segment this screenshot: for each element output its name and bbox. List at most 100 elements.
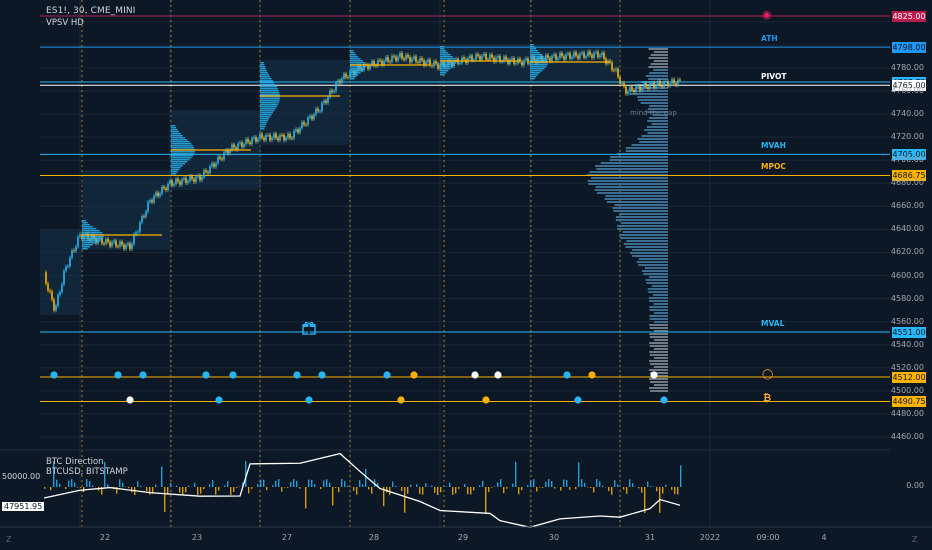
session-profile-bar	[82, 230, 100, 232]
level-label: MVAL	[761, 319, 784, 328]
direction-bar	[473, 487, 474, 490]
direction-bar	[308, 480, 309, 487]
direction-bar	[629, 479, 630, 487]
candle-body	[61, 284, 63, 292]
candle-body	[323, 101, 325, 103]
candle-body	[121, 242, 123, 245]
event-dot	[50, 371, 57, 378]
candle-body	[665, 81, 667, 82]
direction-bar	[491, 487, 492, 488]
volume-profile-bar	[638, 264, 668, 266]
direction-bar	[284, 487, 285, 488]
candle-body	[487, 60, 489, 61]
candle-body	[45, 272, 47, 283]
event-dot	[139, 371, 146, 378]
candle-body	[307, 117, 309, 124]
candle-body	[397, 57, 399, 61]
volume-profile-bar	[649, 360, 668, 362]
candle-body	[251, 138, 253, 144]
candle-body	[257, 139, 259, 142]
session-profile-bar	[260, 118, 269, 120]
candle-body	[391, 56, 393, 62]
direction-bar	[677, 487, 678, 495]
zoom-right-icon[interactable]: Z	[912, 535, 917, 544]
direction-bar	[89, 481, 90, 487]
session-profile-bar	[260, 94, 280, 96]
volume-profile-bar	[648, 66, 668, 68]
session-profile-bar	[260, 86, 277, 88]
candle-body	[625, 87, 627, 94]
direction-bar	[209, 484, 210, 487]
candle-body	[523, 60, 525, 65]
session-profile-bar	[171, 133, 181, 135]
candle-body	[105, 239, 107, 244]
session-profile-bar	[530, 56, 544, 58]
candle-body	[69, 258, 71, 267]
session-profile-bar	[260, 74, 269, 76]
direction-bar	[182, 487, 183, 495]
candle-body	[311, 116, 313, 119]
candle-body	[267, 135, 269, 136]
direction-bar	[344, 481, 345, 487]
session-profile-bar	[171, 165, 183, 167]
candle-body	[591, 55, 593, 58]
indicator-label[interactable]: VPSV HD	[46, 18, 84, 28]
direction-bar	[419, 487, 420, 494]
candle-body	[407, 55, 409, 57]
direction-bar	[215, 487, 216, 495]
candle-body	[559, 53, 561, 58]
candle-body	[647, 87, 649, 89]
candle-body	[411, 59, 413, 62]
direction-bar	[437, 487, 438, 495]
candle-body	[587, 51, 589, 56]
direction-bar	[386, 487, 387, 493]
direction-bar	[569, 487, 570, 490]
direction-bar	[488, 487, 489, 492]
direction-bar	[128, 487, 129, 488]
candle-body	[555, 54, 557, 59]
volume-profile-bar	[624, 243, 668, 245]
price-axis-label: 4460.00	[891, 432, 924, 441]
candle-body	[191, 176, 193, 179]
price-axis-label: 4580.00	[891, 294, 924, 303]
direction-bar	[341, 479, 342, 487]
volume-profile-bar	[649, 48, 668, 50]
candle-body	[643, 83, 645, 88]
candle-body	[385, 57, 387, 61]
candle-body	[563, 56, 565, 59]
volume-profile-bar	[637, 138, 668, 140]
candle-body	[649, 83, 651, 89]
direction-bar	[512, 484, 513, 487]
candle-body	[401, 53, 403, 58]
candle-body	[435, 61, 437, 63]
direction-bar	[272, 485, 273, 487]
gift-icon[interactable]	[302, 321, 316, 335]
candle-body	[75, 247, 77, 251]
candle-body	[585, 56, 587, 58]
session-profile-bar	[440, 58, 455, 60]
candle-body	[511, 58, 513, 60]
direction-bar	[59, 484, 60, 487]
candle-body	[437, 64, 439, 69]
candle-body	[333, 91, 335, 92]
session-profile-bar	[171, 151, 195, 153]
volume-profile-bar	[649, 57, 668, 59]
candle-body	[617, 69, 619, 77]
session-profile-bar	[350, 62, 365, 64]
volume-profile-bar	[643, 273, 668, 275]
symbol-title[interactable]: ES1!, 30, CME_MINI	[46, 6, 135, 16]
candle-body	[273, 134, 275, 138]
price-tag: 4551.00	[892, 327, 926, 338]
direction-bar	[68, 481, 69, 487]
candle-body	[135, 232, 137, 234]
zoom-left-icon[interactable]: Z	[6, 535, 11, 544]
direction-bar	[140, 486, 141, 487]
volume-profile-bar	[614, 204, 668, 206]
candle-body	[185, 178, 187, 183]
candle-body	[177, 179, 179, 182]
volume-profile-bar	[651, 54, 668, 56]
subpane-title[interactable]: BTC Direction	[46, 457, 104, 467]
price-axis-label: 4660.00	[891, 201, 924, 210]
candle-body	[119, 242, 121, 247]
